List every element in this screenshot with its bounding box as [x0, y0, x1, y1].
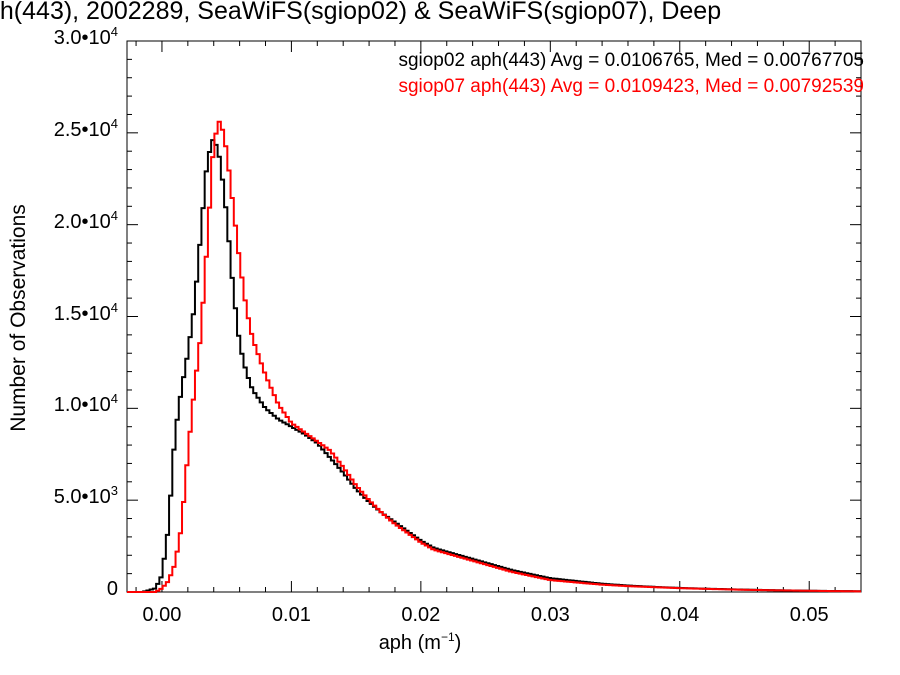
y-tick-label: 0	[106, 578, 118, 600]
x-tick-label: 0.04	[660, 604, 700, 626]
x-tick-label: 0.01	[271, 604, 311, 626]
y-tick-label: 2.0•104	[53, 207, 118, 233]
x-tick-label: 0.05	[789, 604, 829, 626]
chart-title: ph(443), 2002289, SeaWiFS(sgiop02) & Sea…	[0, 0, 722, 25]
legend-entry-sgiop07: sgiop07 aph(443) Avg = 0.0109423, Med = …	[398, 76, 864, 97]
x-tick-label: 0.02	[401, 604, 441, 626]
x-tick-label: 0.03	[530, 604, 570, 626]
y-tick-label: 5.0•103	[53, 483, 118, 509]
series-line-sgiop02	[127, 139, 861, 593]
x-axis-label: aph (m−1)	[378, 630, 462, 654]
series-line-sgiop07	[127, 120, 861, 593]
series-lines	[127, 120, 861, 593]
y-tick-label: 3.0•104	[53, 24, 118, 49]
legend-entry-sgiop02: sgiop02 aph(443) Avg = 0.0106765, Med = …	[398, 50, 864, 71]
y-tick-label: 1.5•104	[53, 299, 118, 325]
y-tick-label: 2.5•104	[53, 115, 118, 141]
y-tick-label: 1.0•104	[53, 391, 118, 417]
x-tick-label: 0.00	[142, 604, 182, 626]
